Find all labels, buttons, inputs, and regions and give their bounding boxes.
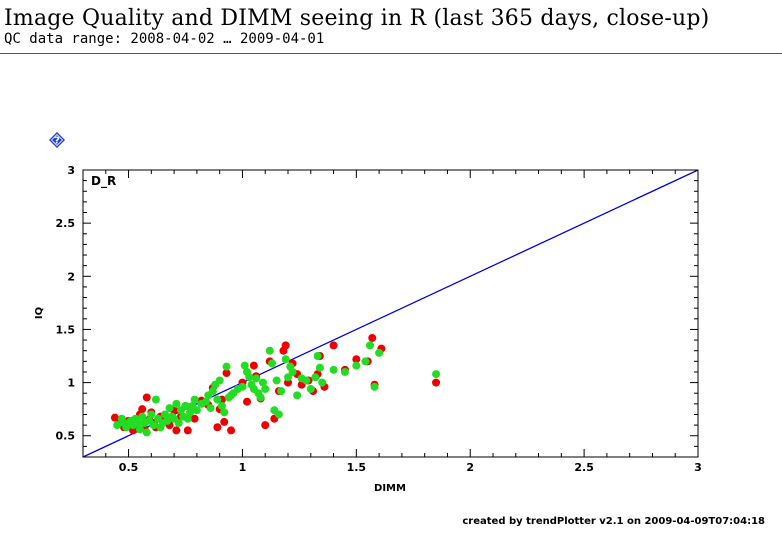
scatter-point-green [272,376,281,385]
x-tick-label: 3 [694,461,702,474]
x-tick-label: 2.5 [574,461,594,474]
scatter-point-green [361,357,370,366]
y-tick-label: 0.5 [56,430,76,443]
scatter-point-green [172,399,181,408]
scatter-point-red [190,414,199,423]
scatter-point-red [222,369,231,378]
scatter-point-green [258,378,267,387]
scatter-point-green [183,414,192,423]
scatter-point-green [268,359,277,368]
scatter-point-green [306,384,315,393]
scatter-point-green [186,408,195,417]
scatter-point-green [181,401,190,410]
scatter-point-green [375,348,384,357]
scatter-point-green [277,387,286,396]
y-tick-label: 2.5 [56,217,76,230]
scatter-point-green [149,421,158,430]
scatter-point-green [245,373,254,382]
scatter-point-red [138,405,147,414]
scatter-point-green [288,367,297,376]
scatter-point-green [138,412,147,421]
scatter-point-green [190,395,199,404]
scatter-point-red [368,333,377,342]
scatter-point-red [172,426,181,435]
scatter-point-green [206,404,215,413]
scatter-point-red [281,341,290,350]
scatter-point-green [238,382,247,391]
page-subtitle: QC data range: 2008-04-02 … 2009-04-01 [4,31,325,47]
scatter-point-red [110,413,119,422]
scatter-point-red [432,378,441,387]
panel-label: D_R [91,174,116,189]
scatter-point-green [213,395,222,404]
x-tick-label: 0.5 [119,461,139,474]
scatter-point-green [202,397,210,406]
scatter-point-red [249,361,258,370]
scatter-point-green [222,362,231,371]
scatter-point-green [432,370,441,379]
page-title: Image Quality and DIMM seeing in R (last… [4,6,710,31]
scatter-point-green [370,382,379,391]
scatter-point-green [302,376,311,385]
scatter-point-green [142,428,151,437]
scatter-point-green [274,410,283,419]
x-tick-label: 2 [466,461,474,474]
scatter-point-green [122,423,131,432]
scatter-point-green [315,363,324,372]
scatter-point-green [340,367,349,376]
scatter-point-green [240,361,249,370]
scatter-point-green [217,401,226,410]
x-tick-label: 1 [239,461,247,474]
x-tick-label: 1.5 [347,461,367,474]
scatter-point-green [151,395,160,404]
scatter-point-green [366,341,374,350]
scatter-point-red [227,426,236,435]
scatter-point-green [174,418,183,427]
scatter-point-red [352,355,361,364]
scatter-point-green [284,373,292,382]
scatter-point-green [318,378,327,387]
scatter-point-red [329,341,338,350]
scatter-point-green [329,365,338,374]
scatter-point-green [208,387,217,396]
scatter-point-red [142,393,151,402]
scatter-point-green [220,408,229,417]
scatter-point-green [192,406,201,415]
scatter-point-green [311,373,320,382]
scatter-point-red [213,423,222,432]
y-tick-label: 3 [67,164,75,177]
y-tick-label: 1 [67,377,75,390]
scatter-point-green [135,425,144,434]
scatter-point-green [113,421,122,430]
scatter-point-red [183,426,192,435]
scatter-point-red [220,417,229,426]
help-diamond-icon[interactable]: ? [49,132,65,148]
scatter-point-green [256,393,265,402]
scatter-point-green [165,404,174,413]
title-divider [0,53,782,54]
scatter-point-green [147,410,156,419]
x-axis-label: DIMM [374,483,406,494]
scatter-point-red [243,397,251,406]
scatter-point-green [281,355,290,364]
y-tick-label: 1.5 [56,323,76,336]
scatter-point-green [265,346,274,355]
help-glyph: ? [54,136,60,147]
scatter-point-red [261,421,270,430]
scatter-point-green [261,384,270,393]
scatter-point-green [293,391,302,400]
scatter-point-green [161,410,169,419]
scatter-point-green [313,352,322,361]
y-tick-label: 2 [67,270,75,283]
scatter-point-green [352,361,361,370]
footer-credit: created by trendPlotter v2.1 on 2009-04-… [462,516,765,527]
scatter-point-green [215,376,224,385]
scatter-point-green [252,374,261,383]
scatter-point-green [133,418,142,427]
y-axis-label: IQ [34,307,45,319]
